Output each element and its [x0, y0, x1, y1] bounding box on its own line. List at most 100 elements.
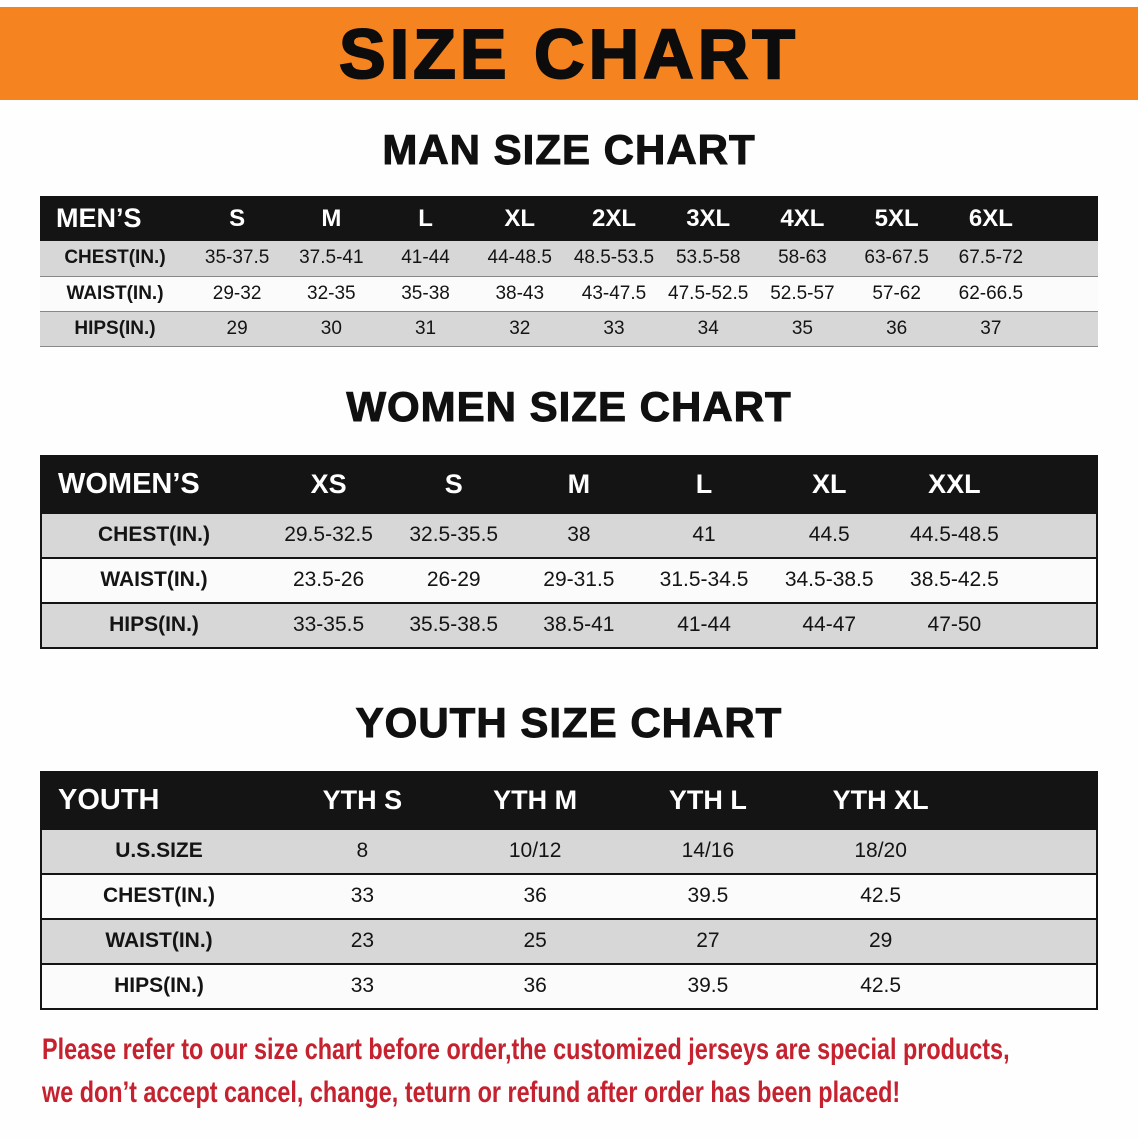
size-header-row: WOMEN’S XS S M L XL XXL: [41, 455, 1097, 513]
size-value-cell: 10/12: [508, 839, 562, 862]
size-column-header: S: [391, 455, 517, 513]
size-column-header: M: [516, 455, 642, 513]
row-spacer: [967, 874, 1097, 919]
size-value-cell: 36: [886, 317, 908, 339]
size-value-cell: 29: [226, 317, 248, 339]
size-column-header: XS: [266, 455, 392, 513]
size-value-cell: 14/16: [681, 839, 735, 862]
men-section-title: MAN SIZE CHART: [382, 126, 756, 174]
size-value-cell: 36: [523, 974, 547, 997]
table-corner-label: YOUTH: [41, 771, 276, 829]
row-spacer: [967, 919, 1097, 964]
size-value-cell: 32: [509, 317, 531, 339]
size-column-header: S: [190, 196, 285, 241]
size-value-cell: 44.5-48.5: [910, 523, 999, 546]
men-size-table: MEN’S S M L XL 2XL 3XL 4XL 5XL 6XL CHEST(IN.) 35-37…: [40, 196, 1098, 347]
order-notice: Please refer to our size chart before or…: [42, 1028, 1010, 1115]
size-value-cell: 38: [567, 523, 591, 546]
measurement-row: CHEST(IN.) 33 36 39.5 42.5: [41, 873, 1097, 919]
size-value-cell: 36: [523, 884, 547, 907]
row-spacer: [1038, 311, 1098, 346]
measurement-label: HIPS(IN.): [114, 974, 204, 997]
measurement-label: CHEST(IN.): [98, 523, 210, 546]
women-size-table: WOMEN’S XS S M L XL XXL CHEST(IN.) 29.5-32.5 32.5…: [40, 454, 1098, 649]
size-column-header: XXL: [891, 455, 1017, 513]
measurement-row: WAIST(IN.) 23.5-26 26-29 29-31.5 31.5-34.5 34…: [41, 557, 1097, 603]
size-value-cell: 33: [603, 317, 625, 339]
size-value-cell: 35-37.5: [204, 247, 270, 269]
measurement-label: CHEST(IN.): [64, 247, 166, 269]
measurement-row: CHEST(IN.) 29.5-32.5 32.5-35.5 38 41 44.5 44.5…: [41, 512, 1097, 558]
size-value-cell: 32-35: [307, 282, 356, 304]
size-value-cell: 30: [320, 317, 342, 339]
size-value-cell: 23: [350, 929, 375, 952]
measurement-row: U.S.SIZE 8 10/12 14/16 18/20: [41, 828, 1097, 874]
size-value-cell: 38.5-41: [543, 613, 615, 636]
size-column-header: 6XL: [943, 196, 1038, 241]
size-value-cell: 53.5-58: [675, 247, 741, 269]
youth-size-table: YOUTH YTH S YTH M YTH L YTH XL U.S.SIZE 8 10/12…: [40, 770, 1098, 1010]
banner: SIZE CHART: [0, 7, 1138, 100]
size-value-cell: 27: [696, 929, 720, 952]
size-value-cell: 58-63: [778, 247, 827, 269]
size-value-cell: 23.5-26: [292, 568, 365, 591]
size-value-cell: 34.5-38.5: [784, 568, 874, 591]
size-value-cell: 67.5-72: [958, 247, 1024, 269]
size-value-cell: 38.5-42.5: [910, 568, 999, 591]
size-value-cell: 32.5-35.5: [409, 523, 499, 546]
size-value-cell: 44-47: [802, 613, 857, 636]
size-value-cell: 42.5: [860, 974, 902, 997]
size-value-cell: 37.5-41: [299, 247, 364, 269]
size-value-cell: 8: [356, 839, 369, 862]
row-spacer: [1017, 558, 1097, 603]
size-column-header: YTH M: [448, 771, 622, 829]
row-spacer: [1017, 603, 1097, 648]
women-size-section: WOMEN SIZE CHART WOMEN’S XS S M L XL XXL CHEST(…: [0, 347, 1138, 649]
measurement-row: WAIST(IN.) 23 25 27 29: [41, 918, 1097, 964]
size-value-cell: 47.5-52.5: [668, 282, 749, 304]
size-value-cell: 35.5-38.5: [409, 613, 499, 636]
size-value-cell: 41-44: [401, 247, 450, 269]
row-spacer: [1038, 241, 1098, 276]
size-value-cell: 31: [414, 317, 437, 339]
header-spacer: [1017, 455, 1097, 513]
size-value-cell: 33: [350, 884, 375, 907]
measurement-label: HIPS(IN.): [74, 317, 156, 339]
size-value-cell: 44-48.5: [487, 247, 552, 269]
size-header-row: MEN’S S M L XL 2XL 3XL 4XL 5XL 6XL: [40, 196, 1098, 241]
size-value-cell: 39.5: [687, 884, 729, 907]
measurement-row: HIPS(IN.) 33 36 39.5 42.5: [41, 963, 1097, 1009]
size-column-header: YTH XL: [794, 771, 967, 829]
size-column-header: 3XL: [661, 196, 756, 241]
size-value-cell: 29-31.5: [543, 568, 615, 591]
size-value-cell: 25: [523, 929, 547, 952]
size-value-cell: 29.5-32.5: [284, 523, 373, 546]
measurement-row: HIPS(IN.) 33-35.5 35.5-38.5 38.5-41 41-44 44-…: [41, 602, 1097, 648]
size-value-cell: 43-47.5: [581, 282, 647, 304]
size-value-cell: 33-35.5: [292, 613, 365, 636]
size-value-cell: 37: [980, 317, 1002, 339]
measurement-label: U.S.SIZE: [115, 839, 203, 862]
size-value-cell: 34: [697, 317, 719, 339]
measurement-label: WAIST(IN.): [66, 282, 164, 304]
size-value-cell: 41-44: [677, 613, 731, 636]
size-value-cell: 18/20: [854, 839, 907, 862]
page-title: SIZE CHART: [338, 14, 799, 94]
size-value-cell: 35-38: [401, 282, 450, 304]
men-size-section: MAN SIZE CHART MEN’S S M L XL 2XL 3XL 4XL 5XL 6XL…: [0, 100, 1138, 347]
size-column-header: 4XL: [755, 196, 850, 241]
row-spacer: [967, 964, 1097, 1009]
size-column-header: XL: [766, 455, 892, 513]
size-column-header: 5XL: [849, 196, 944, 241]
header-spacer: [967, 771, 1097, 829]
size-value-cell: 48.5-53.5: [573, 247, 655, 269]
measurement-row: CHEST(IN.) 35-37.5 37.5-41 41-44 44-48.5 48.5…: [40, 241, 1098, 276]
youth-section-title: YOUTH SIZE CHART: [355, 698, 783, 746]
size-header-row: YOUTH YTH S YTH M YTH L YTH XL: [41, 771, 1097, 829]
size-value-cell: 35: [791, 317, 813, 339]
size-column-header: M: [284, 196, 379, 241]
measurement-label: CHEST(IN.): [103, 884, 215, 907]
size-chart-graphic: SIZE CHART MAN SIZE CHART MEN’S S M L XL 2XL 3…: [0, 7, 1138, 1139]
notice-line-1: Please refer to our size chart before or…: [42, 1032, 1010, 1066]
size-value-cell: 63-67.5: [864, 247, 929, 269]
